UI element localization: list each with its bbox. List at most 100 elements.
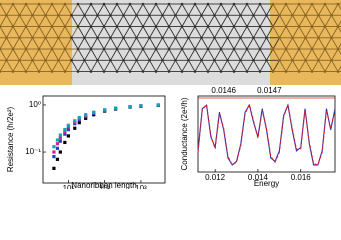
atom: [278, 36, 281, 40]
bond: [337, 3, 341, 11]
atom: [245, 47, 249, 51]
atom: [154, 2, 158, 6]
atom: [284, 2, 288, 6]
bond: [318, 37, 326, 50]
bond: [142, 3, 150, 16]
bond: [233, 15, 241, 27]
bond: [318, 3, 326, 16]
atom: [70, 13, 73, 17]
bond: [311, 26, 319, 38]
bond: [136, 60, 144, 72]
bond: [155, 3, 163, 16]
marker: [52, 150, 56, 154]
bond: [162, 3, 170, 16]
bond: [214, 37, 222, 50]
bond: [142, 37, 150, 50]
atom: [63, 70, 67, 73]
bond: [207, 60, 215, 72]
bond: [97, 3, 105, 16]
bond: [38, 26, 46, 38]
atom: [37, 47, 41, 51]
bond: [110, 3, 118, 16]
bond: [162, 37, 170, 50]
x-tick-label: 10¹: [63, 184, 75, 189]
marker: [66, 127, 70, 132]
bond: [45, 37, 53, 50]
marker: [73, 119, 77, 123]
bond: [311, 60, 319, 72]
atom: [122, 13, 125, 17]
atom: [135, 36, 138, 40]
annotation: 0.0146: [211, 86, 236, 95]
bond: [331, 48, 339, 61]
atom: [265, 36, 268, 40]
atom: [115, 47, 119, 51]
bond: [272, 60, 280, 72]
bond: [58, 60, 66, 72]
bond: [246, 15, 254, 27]
atom: [310, 2, 314, 6]
bond: [292, 3, 300, 16]
bond: [84, 3, 92, 16]
bond: [292, 15, 300, 27]
atom: [102, 2, 106, 6]
bond: [181, 3, 189, 16]
bond: [32, 3, 40, 16]
atom: [330, 36, 333, 40]
marker: [63, 130, 67, 134]
atom: [57, 36, 60, 40]
bond: [38, 15, 46, 27]
atom: [0, 70, 2, 73]
atom: [258, 47, 262, 51]
bond: [253, 15, 261, 27]
bond: [168, 15, 176, 27]
bond: [337, 48, 341, 56]
bond: [110, 26, 118, 38]
atom: [187, 13, 190, 17]
marker: [63, 127, 67, 132]
bond: [266, 15, 274, 27]
marker: [58, 150, 62, 154]
bond: [194, 3, 202, 16]
bond: [253, 3, 261, 16]
bond: [6, 60, 14, 72]
bond: [97, 15, 105, 27]
bond: [214, 15, 222, 27]
bond: [110, 60, 118, 72]
bond: [292, 26, 300, 38]
bond: [175, 37, 183, 50]
marker: [77, 115, 81, 120]
atom: [11, 47, 15, 51]
bond: [45, 26, 53, 38]
x-tick-label: 10³: [135, 184, 147, 189]
bond: [19, 3, 27, 16]
atom: [200, 58, 203, 62]
bond: [129, 60, 137, 72]
atom: [141, 2, 145, 6]
atom: [271, 2, 275, 6]
bond: [233, 48, 241, 61]
atom: [63, 25, 67, 28]
bond: [240, 60, 248, 72]
bond: [77, 37, 85, 50]
bond: [58, 3, 66, 16]
bond: [38, 3, 46, 16]
bond: [32, 15, 40, 27]
bond: [142, 60, 150, 72]
atom: [148, 58, 151, 62]
bond: [136, 48, 144, 61]
bond: [331, 15, 339, 27]
bond: [285, 48, 293, 61]
bond: [194, 26, 202, 38]
atom: [271, 47, 275, 51]
atom: [148, 13, 151, 17]
bond: [188, 26, 196, 38]
atom: [206, 2, 210, 6]
bond: [175, 60, 183, 72]
bond: [272, 37, 280, 50]
bond: [90, 15, 98, 27]
bond: [110, 15, 118, 27]
marker: [63, 140, 67, 145]
atom: [317, 13, 320, 17]
bond: [123, 3, 131, 16]
